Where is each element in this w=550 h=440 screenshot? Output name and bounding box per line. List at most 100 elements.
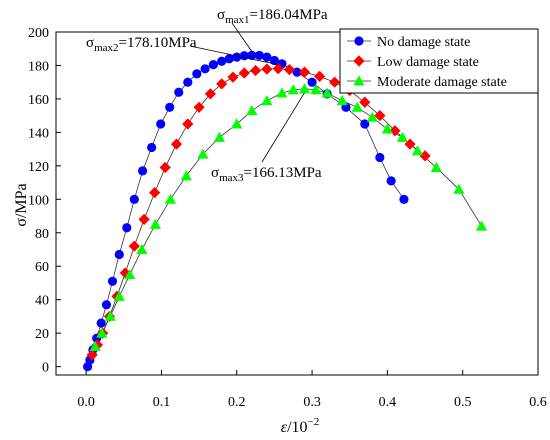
- data-point-series-2: [216, 78, 228, 90]
- data-point-series-1: [217, 56, 227, 66]
- x-tick-label: 0.1: [153, 395, 171, 410]
- legend-marker: [353, 55, 365, 67]
- data-point-series-3: [89, 340, 101, 352]
- data-point-series-3: [231, 118, 243, 129]
- data-point-series-1: [247, 50, 257, 60]
- data-point-series-3: [396, 131, 409, 142]
- data-point-series-1: [224, 54, 234, 64]
- data-point-series-2: [261, 63, 273, 75]
- annotation-value: =178.10MPa: [119, 35, 197, 51]
- legend-box: [339, 28, 539, 94]
- data-point-series-1: [156, 119, 166, 129]
- data-point-series-2: [283, 64, 296, 76]
- annotation-base: σ: [86, 35, 94, 51]
- y-tick-label: 0: [42, 361, 49, 376]
- data-point-series-2: [359, 96, 371, 108]
- data-point-series-3: [411, 145, 424, 156]
- data-point-series-2: [419, 150, 431, 162]
- annotation-subscript: max3: [219, 172, 244, 184]
- x-tick-label: 0.3: [303, 395, 321, 410]
- data-point-series-1: [375, 152, 385, 163]
- x-tick-label: 0.4: [379, 395, 397, 410]
- data-point-series-1: [386, 176, 396, 186]
- data-point-series-3: [197, 148, 209, 159]
- data-point-series-3: [104, 310, 116, 321]
- data-point-series-2: [182, 118, 194, 130]
- annotation-subscript: max1: [225, 14, 249, 26]
- y-axis-ticks: 0 20 40 60 80 100 120 140 160 180 200: [28, 26, 61, 376]
- legend-label: Moderate damage state: [377, 75, 507, 90]
- data-point-series-3: [381, 123, 393, 134]
- data-point-series-1: [122, 223, 132, 233]
- data-point-series-3: [430, 161, 442, 173]
- x-axis-symbol: ε: [281, 419, 288, 436]
- y-tick-label: 180: [28, 59, 49, 74]
- data-point-series-2: [138, 213, 150, 225]
- data-point-series-3: [213, 131, 226, 142]
- legend-label: No damage state: [377, 35, 470, 50]
- series-markers: [83, 50, 488, 372]
- data-point-series-2: [313, 70, 326, 82]
- x-tick-label: 0.6: [529, 395, 547, 410]
- x-axis-unit: /10: [287, 419, 307, 436]
- data-point-series-3: [310, 84, 322, 95]
- annotation-leader-max2: [189, 45, 279, 66]
- data-point-series-1: [101, 300, 112, 310]
- data-point-series-3: [351, 101, 363, 112]
- data-point-series-1: [107, 276, 118, 286]
- x-tick-label: 0.0: [77, 395, 95, 410]
- data-point-series-3: [321, 87, 333, 98]
- y-tick-label: 20: [35, 327, 49, 342]
- data-point-series-1: [183, 77, 193, 87]
- data-point-series-1: [399, 194, 409, 204]
- y-tick-label: 160: [28, 93, 49, 108]
- data-point-series-3: [453, 183, 465, 194]
- data-point-series-1: [96, 318, 106, 328]
- data-point-series-3: [261, 95, 273, 106]
- data-point-series-2: [298, 66, 311, 78]
- y-tick-label: 100: [28, 193, 49, 208]
- data-point-series-3: [287, 84, 299, 95]
- data-point-series-1: [147, 142, 157, 153]
- data-point-series-3: [246, 105, 258, 116]
- data-point-series-2: [159, 161, 171, 174]
- annotation-value: =166.13MPa: [244, 165, 322, 181]
- data-point-series-1: [307, 77, 317, 87]
- x-axis-title: ε/10−2: [281, 416, 319, 436]
- data-point-series-2: [170, 138, 183, 150]
- annotation-sigma-max1: σmax1=186.04MPa: [217, 7, 328, 26]
- data-point-series-1: [232, 52, 242, 62]
- data-point-series-2: [204, 88, 216, 100]
- annotation-leader-max3: [261, 92, 305, 163]
- data-point-series-2: [149, 187, 161, 199]
- x-axis-exponent: −2: [308, 416, 320, 428]
- annotation-value: =186.04MPa: [250, 7, 328, 23]
- data-point-series-3: [113, 290, 125, 301]
- data-point-series-3: [276, 87, 288, 98]
- data-point-series-1: [262, 52, 272, 62]
- legend-marker: [354, 36, 364, 46]
- plot-frame: [55, 31, 539, 376]
- annotation-leader-max1: [231, 22, 253, 52]
- data-point-series-2: [249, 64, 262, 77]
- y-axis-title: σ/MPa: [13, 183, 30, 226]
- data-point-series-3: [164, 193, 177, 204]
- data-point-series-1: [254, 50, 264, 61]
- y-tick-label: 80: [35, 227, 49, 242]
- data-point-series-3: [298, 83, 311, 94]
- data-point-series-3: [336, 95, 348, 106]
- data-point-series-1: [114, 249, 124, 260]
- data-point-series-3: [149, 218, 162, 229]
- x-tick-label: 0.2: [228, 395, 246, 410]
- data-point-series-1: [208, 60, 219, 70]
- legend: No damage state Low damage state Moderate …: [339, 28, 539, 94]
- annotation-base: σ: [211, 165, 219, 181]
- legend-marker: [353, 75, 365, 86]
- y-tick-label: 140: [28, 126, 49, 141]
- y-tick-label: 120: [28, 160, 49, 175]
- data-point-series-2: [238, 67, 250, 79]
- data-point-series-3: [180, 170, 192, 181]
- series-curve-1: [87, 54, 405, 367]
- data-point-series-1: [138, 166, 148, 176]
